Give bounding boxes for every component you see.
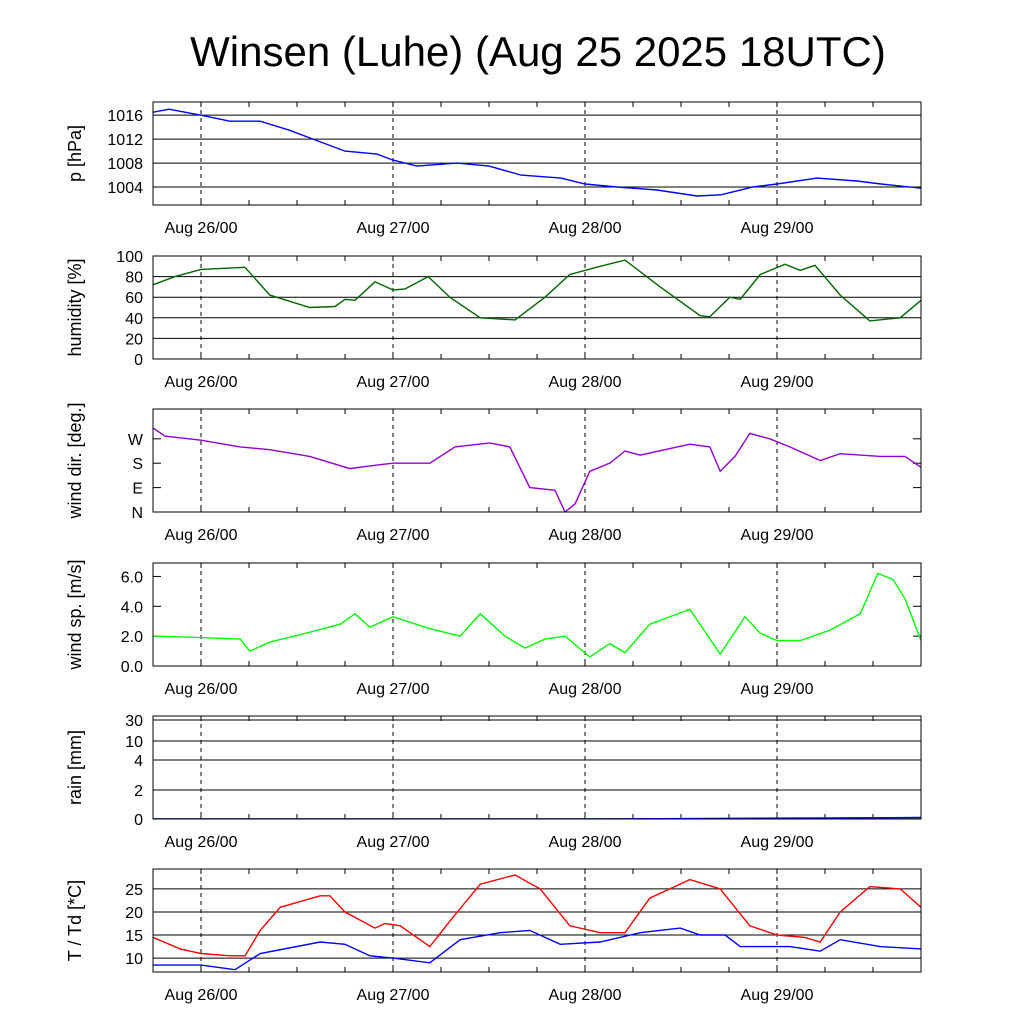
y-tick-label: 2 [134,783,143,800]
y-tick-label: 1004 [107,180,143,197]
y-axis-label: p [hPa] [65,125,85,182]
y-tick-label: 2.0 [121,629,143,646]
y-tick-label: 15 [125,928,143,945]
y-tick-label: 25 [125,882,143,899]
y-tick-label: 0.0 [121,659,143,676]
y-tick-label: 0 [134,352,143,369]
series-Td [153,927,921,971]
plot-frame [152,715,922,820]
y-tick-label: 1008 [107,156,143,173]
y-tick-label: 60 [125,290,143,307]
x-tick-label: Aug 29/00 [741,834,814,851]
x-tick-label: Aug 26/00 [165,987,238,1004]
series-humidity [153,259,921,322]
x-tick-label: Aug 28/00 [549,527,622,544]
x-tick-label: Aug 28/00 [549,374,622,391]
x-tick-label: Aug 26/00 [165,374,238,391]
panel-humidity: 0 20 40 60 80 100 Aug 26/00 Aug 27/00 Aug 28/00 A… [65,249,922,391]
y-tick-label: 30 [125,713,143,730]
x-tick-label: Aug 29/00 [741,681,814,698]
x-tick-label: Aug 29/00 [741,374,814,391]
y-tick-label: 0 [134,812,143,829]
y-tick-label: 10 [125,951,143,968]
panel-wind_speed: 0.0 2.0 4.0 6.0 Aug 26/00 Aug 27/00 Aug 28/00 A… [65,559,922,698]
plot-frame [152,255,922,360]
x-tick-label: Aug 28/00 [549,220,622,237]
y-axis-label: wind sp. [m/s] [65,559,85,670]
x-tick-label: Aug 28/00 [549,834,622,851]
x-tick-label: Aug 26/00 [165,681,238,698]
x-tick-label: Aug 28/00 [549,681,622,698]
series-wind-direction [153,427,921,512]
x-tick-label: Aug 27/00 [357,681,430,698]
y-tick-label: 1016 [107,108,143,125]
y-tick-label: 10 [125,734,143,751]
y-axis-label: T / Td [*C] [65,880,85,961]
series-rain-accumulated [153,816,921,819]
x-tick-label: Aug 29/00 [741,987,814,1004]
panel-pressure: 1004 1008 1012 1016 Aug 26/00 Aug 27/00 Aug 28… [65,101,922,237]
y-axis-label: rain [mm] [65,730,85,805]
x-tick-label: Aug 26/00 [165,834,238,851]
x-tick-label: Aug 29/00 [741,220,814,237]
y-tick-label: 40 [125,311,143,328]
plot-frame [152,101,922,206]
x-tick-label: Aug 27/00 [357,527,430,544]
y-tick-label: E [132,481,143,498]
x-tick-label: Aug 27/00 [357,987,430,1004]
y-axis-label: wind dir. [deg.] [65,402,85,519]
x-tick-label: Aug 29/00 [741,527,814,544]
y-tick-label: 80 [125,270,143,287]
y-tick-label: 1012 [107,132,143,149]
plot-frame [152,408,922,513]
series-pressure [153,108,921,197]
y-tick-label: 20 [125,331,143,348]
y-tick-label: W [128,432,144,449]
y-tick-label: 4 [134,753,143,770]
chart-title: Winsen (Luhe) (Aug 25 2025 18UTC) [190,28,886,75]
y-tick-label: S [132,456,143,473]
plot-frame [152,868,922,973]
x-tick-label: Aug 27/00 [357,834,430,851]
y-tick-label: 4.0 [121,599,143,616]
x-tick-label: Aug 26/00 [165,220,238,237]
x-tick-label: Aug 27/00 [357,220,430,237]
panel-rain: 0 2 4 10 30 Aug 26/00 Aug 27/00 Aug 28/00 Aug 29… [65,713,922,851]
x-tick-label: Aug 26/00 [165,527,238,544]
x-tick-label: Aug 27/00 [357,374,430,391]
y-tick-label: 20 [125,905,143,922]
y-tick-label: 6.0 [121,569,143,586]
plot-frame [152,562,922,667]
y-tick-label: N [131,505,143,522]
series-wind-speed [153,572,921,658]
panel-temperature: 10 15 20 25 Aug 26/00 Aug 27/00 Aug 28/00 Aug 2… [65,868,922,1004]
x-tick-label: Aug 28/00 [549,987,622,1004]
series-T [153,874,921,957]
y-axis-label: humidity [%] [65,258,85,356]
y-tick-label: 100 [116,249,143,266]
